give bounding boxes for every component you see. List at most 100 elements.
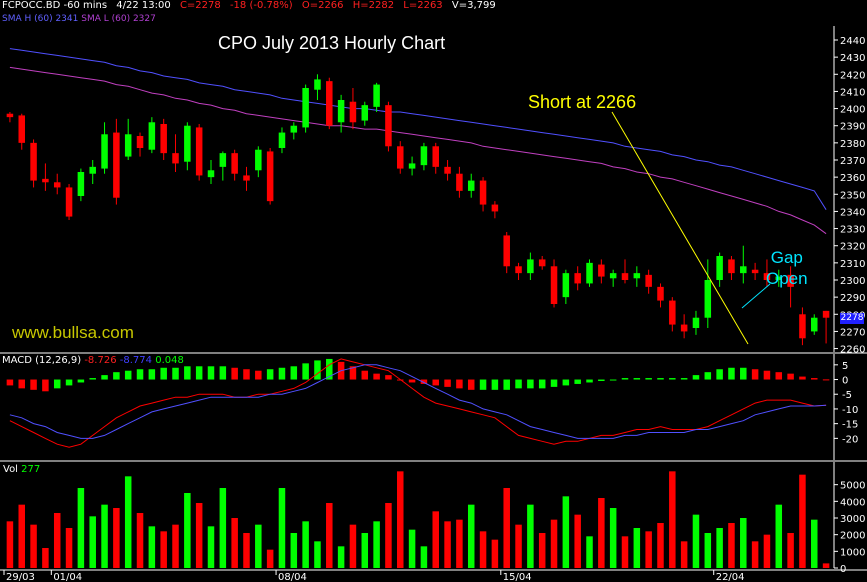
x-tick-label: 29/03 <box>6 572 35 582</box>
macd-tick-label: -15 <box>842 420 858 431</box>
volume-tick-label: 2000 <box>840 531 865 542</box>
macd-histogram-bar <box>562 379 570 386</box>
candle-body <box>278 132 286 148</box>
macd-histogram-bar <box>633 378 641 380</box>
volume-bar <box>621 536 629 568</box>
candle <box>420 142 428 171</box>
volume-bar <box>278 488 286 568</box>
macd-histogram-bar <box>645 378 652 380</box>
datetime-label: 4/22 13:00 <box>116 0 171 11</box>
candle <box>538 256 546 270</box>
volume-bar <box>598 498 605 568</box>
volume-bar <box>231 518 238 568</box>
x-tick-label: 01/04 <box>53 572 82 582</box>
candle <box>148 117 156 154</box>
volume-bar <box>136 513 144 568</box>
candle-body <box>574 273 581 284</box>
candle <box>18 113 25 150</box>
volume-bar <box>657 523 664 568</box>
macd-tick-label: 5 <box>842 361 848 372</box>
macd-histogram-bar <box>515 379 522 389</box>
candle-body <box>728 259 735 274</box>
macd-histogram-bar <box>574 379 581 384</box>
volume-bar <box>716 528 723 568</box>
macd-histogram-bar <box>657 378 664 380</box>
candle-body <box>65 187 73 217</box>
candle-body <box>811 317 818 332</box>
macd-value: -8.726 <box>84 355 117 366</box>
candle <box>266 148 274 205</box>
macd-histogram-bar <box>314 360 321 380</box>
candle-body <box>184 125 191 162</box>
volume-bar <box>290 533 298 568</box>
candle <box>740 245 747 284</box>
candle <box>763 259 771 287</box>
candle-body <box>716 256 723 280</box>
volume-bar <box>775 504 783 568</box>
volume-bar <box>302 521 309 568</box>
macd-histogram-bar <box>621 378 629 380</box>
candle-body <box>467 180 475 191</box>
volume-bar <box>692 514 700 568</box>
volume-tick-label: 4000 <box>840 497 865 508</box>
macd-histogram-bar <box>77 379 85 383</box>
candle <box>704 259 712 328</box>
volume-bar <box>408 529 416 568</box>
price-tick-label: 2260 <box>840 345 865 356</box>
volume-bar <box>467 504 475 568</box>
macd-histogram-bar <box>6 379 14 386</box>
volume-label: V=3,799 <box>451 0 496 11</box>
volume-bar <box>574 514 581 568</box>
volume-bar <box>645 531 652 568</box>
price-tick-label: 2400 <box>840 105 865 116</box>
candle <box>444 160 451 181</box>
price-tick-label: 2270 <box>840 327 865 338</box>
sma-legend: SMA H (60) 2341 SMA L (60) 2327 <box>2 14 156 24</box>
volume-value: 277 <box>21 464 41 475</box>
macd-histogram-bar <box>231 367 238 380</box>
price-tick-label: 2330 <box>840 225 865 236</box>
volume-bar <box>740 518 747 568</box>
candle-body <box>160 124 167 154</box>
candle <box>716 252 723 287</box>
macd-histogram-bar <box>184 366 191 380</box>
candle <box>467 173 475 198</box>
volume-bar <box>89 516 96 568</box>
candle <box>515 262 522 280</box>
volume-bar <box>420 546 428 568</box>
candle-body <box>18 115 25 143</box>
macd-histogram-bar <box>527 379 534 389</box>
candle-body <box>207 170 215 178</box>
volume-bar <box>562 496 570 568</box>
macd-histogram-bar <box>751 369 759 380</box>
macd-histogram-bar <box>373 373 380 380</box>
volume-bar <box>77 488 85 568</box>
price-tick-label: 2420 <box>840 70 865 81</box>
macd-histogram-bar <box>101 375 108 380</box>
candle <box>42 163 49 191</box>
volume-bar <box>326 503 333 568</box>
candle-body <box>243 175 250 181</box>
price-tick-label: 2380 <box>840 139 865 150</box>
volume-bar <box>373 521 380 568</box>
macd-histogram-bar <box>124 370 132 380</box>
macd-histogram-bar <box>550 379 558 387</box>
candle <box>799 307 806 346</box>
macd-histogram-bar <box>822 379 830 381</box>
price-tick-label: 2440 <box>840 36 865 47</box>
gap-annotation-line2: Open <box>766 269 808 288</box>
volume-bar <box>787 533 794 568</box>
change-label: -18 (-0.78%) <box>229 0 293 11</box>
candle-body <box>550 266 558 304</box>
chart-title: CPO July 2013 Hourly Chart <box>218 33 446 53</box>
candle-body <box>290 125 298 133</box>
candle-body <box>822 310 830 318</box>
volume-legend: Vol 277 <box>3 464 40 475</box>
volume-bar <box>669 471 676 568</box>
volume-bar <box>6 521 14 568</box>
high-label: H=2282 <box>352 0 395 11</box>
candle-body <box>538 259 546 267</box>
candle <box>302 84 309 133</box>
candle-body <box>456 173 463 191</box>
price-tick-label: 2300 <box>840 276 865 287</box>
